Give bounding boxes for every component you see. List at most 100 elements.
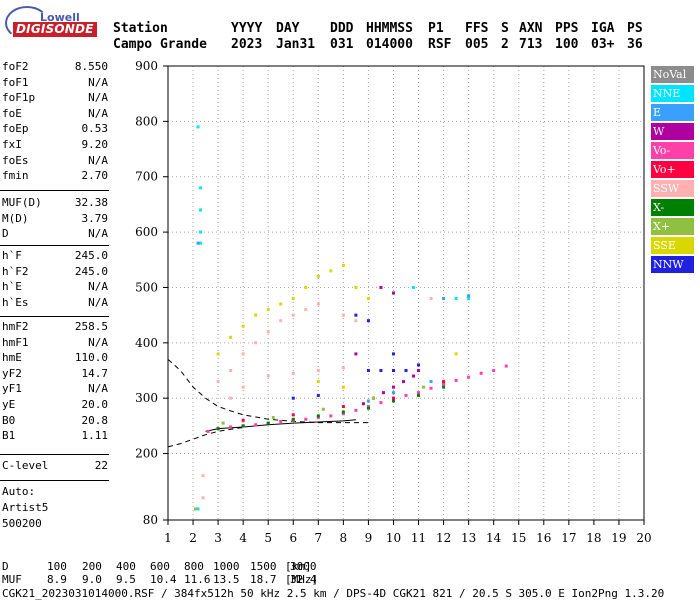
autoscale-text: Artist5 — [2, 501, 49, 514]
param-label: yF1 — [2, 382, 22, 396]
x-tick-label: 12 — [436, 531, 451, 545]
x-tick-label: 9 — [365, 531, 373, 545]
footer-row-value: 11.6 — [184, 573, 211, 586]
panel-divider — [0, 480, 109, 481]
param-value: N/A — [88, 106, 108, 120]
data-point-e — [429, 380, 433, 384]
legend-item-e: E — [651, 104, 694, 121]
data-point-nne — [196, 125, 200, 129]
station-label: Station — [113, 21, 168, 36]
data-point-w — [412, 374, 416, 378]
data-point-sse — [241, 324, 245, 328]
data-point-nnw — [404, 369, 408, 373]
x-tick-label: 1 — [164, 531, 172, 545]
col-value-axn: 713 — [519, 37, 543, 52]
param-row-ye: yE 20.0 — [2, 398, 108, 412]
legend-item-nnw: NNW — [651, 256, 694, 273]
x-tick-label: 11 — [411, 531, 426, 545]
data-point-nnw — [366, 369, 370, 373]
param-row-fof1p: foF1p N/A — [2, 91, 108, 105]
curve-dashed-top — [167, 359, 369, 424]
param-label: foF1p — [2, 91, 36, 105]
data-point-x — [271, 416, 275, 420]
col-header-day: DAY — [276, 21, 300, 36]
data-point-nnw — [379, 369, 383, 373]
y-tick-label: 900 — [135, 59, 158, 73]
x-tick-label: 10 — [386, 531, 401, 545]
data-point-sse — [266, 308, 270, 312]
param-row-hf2: h`F2 245.0 — [2, 265, 108, 279]
data-point-ssw — [229, 369, 233, 373]
param-label: D — [2, 227, 9, 241]
curve-dashed-bottom — [167, 427, 244, 448]
data-point-vo — [391, 396, 395, 400]
data-point-nne — [412, 285, 416, 289]
logo-lowell-text: Lowell — [40, 11, 80, 24]
param-label: h`F — [2, 249, 22, 262]
x-tick-label: 8 — [340, 531, 348, 545]
data-point-ssw — [229, 396, 233, 400]
y-tick-label: 500 — [135, 280, 158, 294]
data-point-ssw — [266, 374, 270, 378]
param-row-hf: h`F 245.0 — [2, 249, 108, 263]
col-value-year: 2023 — [231, 37, 263, 52]
param-label: hmE — [2, 351, 22, 365]
param-row-b0: B0 20.8 — [2, 414, 108, 428]
data-point-vo — [504, 364, 508, 368]
data-point-x — [216, 427, 220, 431]
data-point-vo — [304, 417, 308, 421]
param-value: 258.5 — [74, 320, 108, 333]
col-header-iga: IGA — [591, 21, 615, 36]
data-point-e — [467, 294, 471, 298]
param-label: fmin — [2, 169, 29, 183]
data-point-nnw — [417, 363, 421, 367]
data-point-ssw — [341, 313, 345, 317]
data-point-nnw — [366, 319, 370, 323]
data-point-sse — [229, 335, 233, 339]
data-point-nne — [196, 507, 200, 511]
footer-row-label: MUF — [2, 573, 22, 586]
legend-item-sse: SSE — [651, 237, 694, 254]
data-point-w — [361, 402, 365, 406]
param-label: foEs — [2, 153, 29, 167]
data-point-ssw — [254, 341, 258, 345]
param-value: 20.8 — [81, 413, 109, 427]
logo-swirl-icon — [5, 6, 49, 40]
param-value: 14.7 — [81, 366, 109, 380]
col-value-hhmmss: 014000 — [366, 37, 413, 52]
data-point-w — [417, 369, 421, 373]
param-label: B1 — [2, 429, 16, 443]
data-point-sse — [329, 269, 333, 273]
data-point-vo — [417, 391, 421, 395]
param-row-he: h`E N/A — [2, 280, 108, 294]
data-point-vo — [479, 371, 483, 375]
y-tick-label: 600 — [135, 225, 158, 239]
autoscale-text: 500200 — [2, 517, 42, 530]
legend-item-ssw: SSW — [651, 180, 694, 197]
data-point-nnw — [291, 396, 295, 400]
data-point-vo — [316, 416, 320, 420]
data-point-ssw — [266, 330, 270, 334]
param-value: 245.0 — [74, 249, 108, 262]
param-label: hmF2 — [2, 320, 29, 333]
col-value-ddd: 031 — [330, 37, 354, 52]
x-tick-label: 5 — [264, 531, 272, 545]
data-point-w — [354, 352, 358, 356]
param-value: N/A — [88, 335, 108, 349]
param-row-d: D N/A — [2, 227, 108, 241]
data-point-vo — [341, 405, 345, 408]
plot-frame — [167, 65, 645, 521]
data-point-x — [316, 414, 320, 418]
data-point-vo — [206, 429, 210, 433]
data-point-x — [194, 507, 198, 511]
data-point-ssw — [316, 369, 320, 373]
param-value: 22 — [94, 459, 108, 472]
legend-item-w: W — [651, 123, 694, 140]
param-label: h`F2 — [2, 264, 29, 278]
footer-row-value: 18.7 — [250, 573, 277, 586]
footer-row-value: 9.5 — [116, 573, 136, 586]
param-value: 20.0 — [81, 398, 109, 411]
footer-row-value: 13.5 — [213, 573, 240, 586]
data-point-sse — [354, 285, 358, 289]
data-point-w — [391, 291, 395, 295]
